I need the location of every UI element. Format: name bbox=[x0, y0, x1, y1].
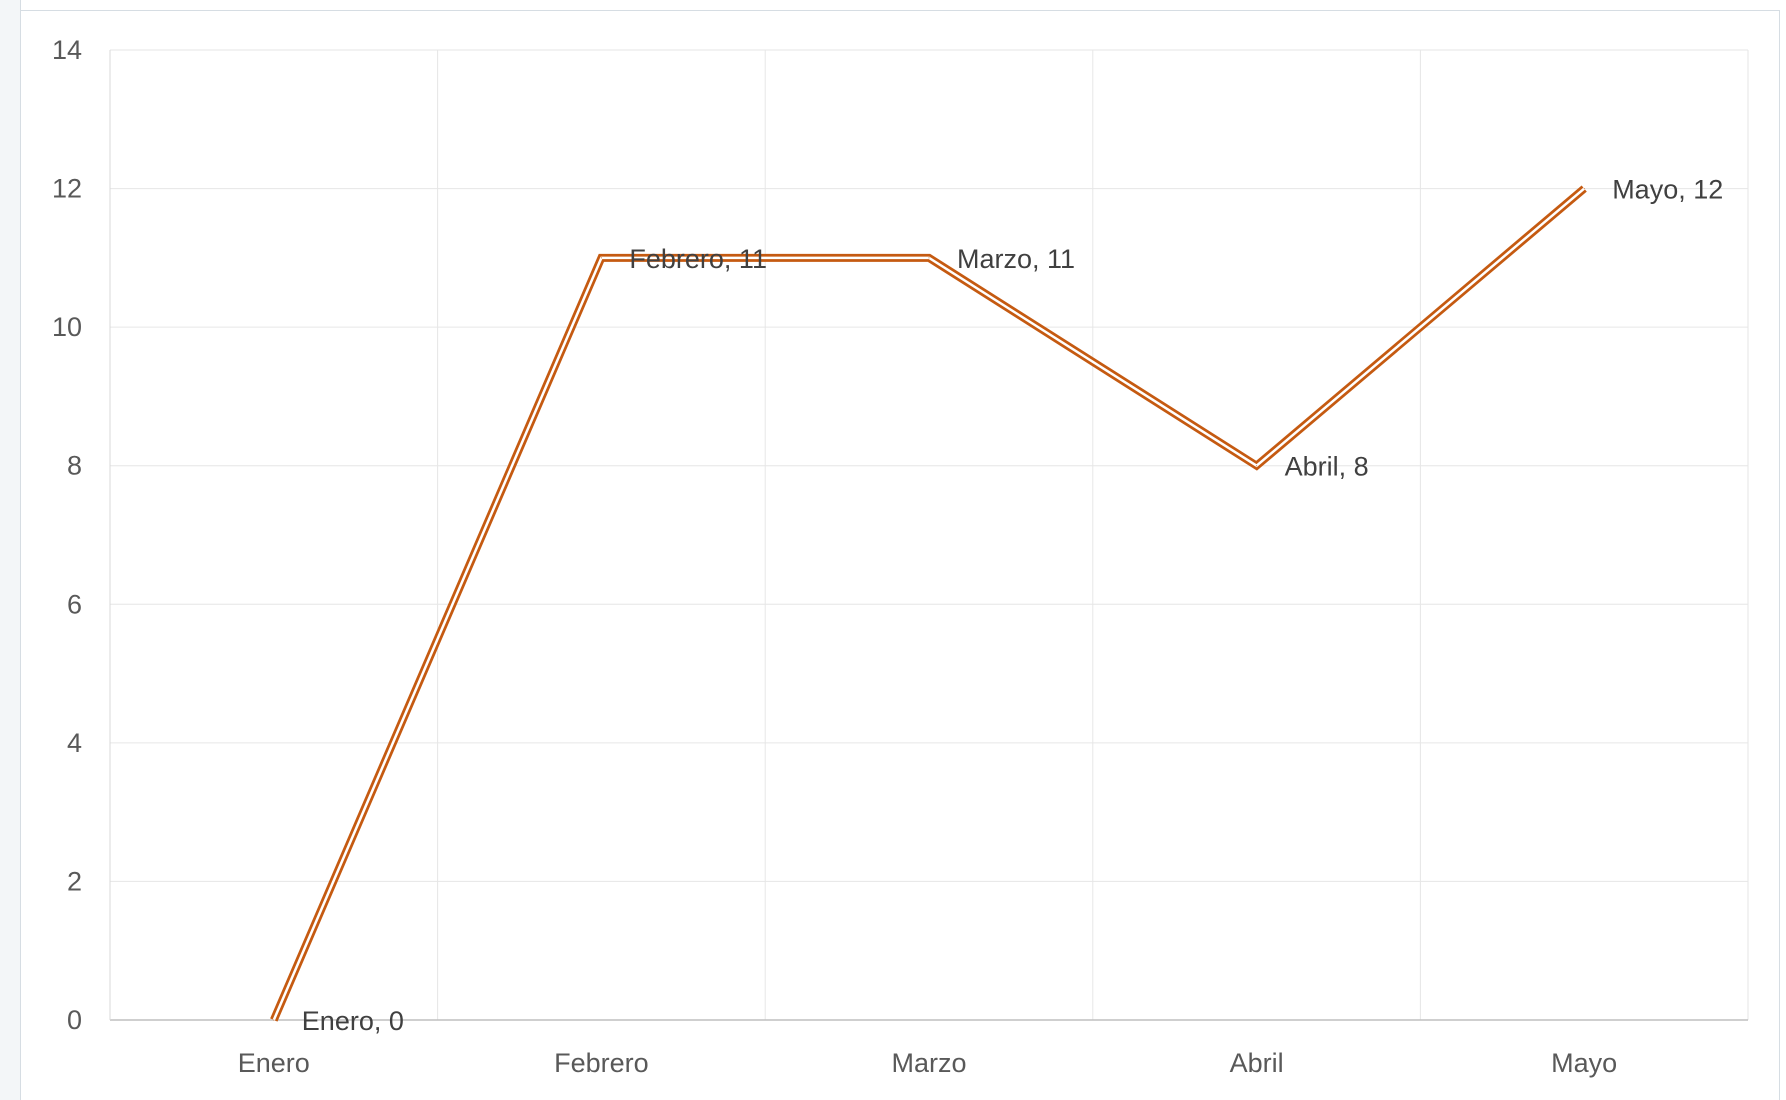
data-label: Febrero, 11 bbox=[629, 244, 767, 274]
data-point bbox=[1256, 465, 1258, 467]
data-point bbox=[1583, 188, 1585, 190]
series-lines bbox=[270, 185, 1587, 1022]
y-tick-label: 10 bbox=[52, 312, 82, 342]
data-label: Abril, 8 bbox=[1285, 452, 1369, 482]
y-tick-label: 4 bbox=[67, 728, 82, 758]
x-tick-label: Abril bbox=[1230, 1048, 1284, 1078]
y-axis-tick-labels: 0 2 4 6 8 10 12 14 bbox=[52, 35, 82, 1035]
y-tick-label: 14 bbox=[52, 35, 82, 65]
data-label: Mayo, 12 bbox=[1612, 175, 1723, 205]
x-tick-label: Mayo bbox=[1551, 1048, 1617, 1078]
data-label: Enero, 0 bbox=[302, 1006, 404, 1036]
x-axis-tick-labels: Enero Febrero Marzo Abril Mayo bbox=[238, 1048, 1617, 1078]
data-label: Marzo, 11 bbox=[957, 244, 1075, 274]
x-tick-label: Febrero bbox=[554, 1048, 649, 1078]
data-point bbox=[928, 257, 930, 259]
y-tick-label: 6 bbox=[67, 589, 82, 619]
axes bbox=[109, 50, 1748, 1021]
y-tick-label: 12 bbox=[52, 174, 82, 204]
x-tick-label: Enero bbox=[238, 1048, 310, 1078]
y-tick-label: 8 bbox=[67, 451, 82, 481]
chart-top-border bbox=[20, 10, 1780, 11]
y-tick-label: 2 bbox=[67, 866, 82, 896]
data-point bbox=[600, 257, 602, 259]
chart-right-border bbox=[1779, 10, 1780, 1100]
data-point bbox=[273, 1019, 275, 1021]
left-edge-strip bbox=[0, 0, 21, 1100]
x-tick-label: Marzo bbox=[891, 1048, 966, 1078]
data-labels: Enero, 0 Febrero, 11 Marzo, 11 Abril, 8 Mayo… bbox=[302, 175, 1723, 1036]
y-tick-label: 0 bbox=[67, 1005, 82, 1035]
gridlines bbox=[110, 49, 1749, 1020]
